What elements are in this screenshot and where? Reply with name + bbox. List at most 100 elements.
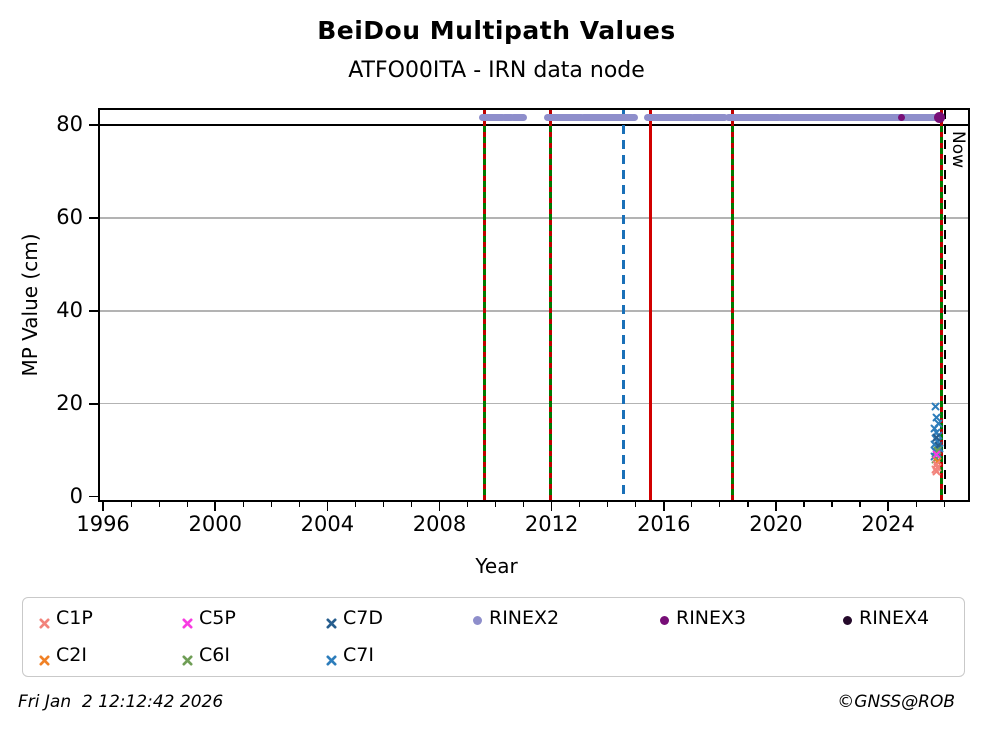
chart-subtitle: ATFO00ITA - IRN data node [348, 58, 645, 83]
x-minor-tick-1998 [158, 502, 160, 507]
plot-canvas: Now [100, 110, 968, 500]
x-tick-label-2020: 2020 [749, 512, 803, 536]
legend-marker-C1P [39, 614, 50, 633]
legend-label-RINEX2: RINEX2 [489, 607, 560, 629]
x-minor-tick-2009 [466, 502, 469, 507]
event-vline-red-solid-3 [648, 110, 652, 500]
x-tick-label-2004: 2004 [300, 512, 355, 536]
scatter-point-C1P [932, 461, 941, 476]
y-tick-20 [89, 403, 98, 405]
y-tick-60 [89, 217, 98, 219]
rinex2-dot-band-6 [689, 114, 729, 122]
rinex2-dot-band-8 [776, 114, 945, 122]
x-marker-icon [932, 413, 941, 422]
x-minor-tick-1997 [130, 502, 132, 507]
x-major-tick-2000 [214, 502, 216, 511]
x-tick-label-2008: 2008 [412, 512, 467, 536]
x-minor-tick-2023 [859, 502, 861, 507]
x-marker-icon [932, 450, 941, 459]
x-tick-label-2024: 2024 [861, 512, 915, 536]
y-tick-label-0: 0 [69, 483, 83, 508]
x-major-tick-2004 [326, 502, 329, 511]
y-tick-label-80: 80 [56, 111, 83, 136]
x-minor-tick-2017 [691, 502, 693, 507]
x-marker-icon [932, 433, 941, 442]
rinex2-dot-band-1 [501, 114, 516, 122]
x-minor-tick-2001 [242, 502, 244, 507]
x-minor-tick-2005 [354, 502, 356, 507]
x-axis-label: Year [475, 554, 518, 578]
y-tick-80 [89, 124, 98, 126]
x-minor-tick-2018 [719, 502, 721, 507]
scatter-point-C5P [932, 444, 941, 459]
rinex2-dot-band-2 [510, 114, 527, 122]
x-tick-label-2012: 2012 [524, 512, 579, 536]
x-minor-tick-2011 [523, 502, 525, 507]
event-vline-green-red-4 [730, 110, 734, 500]
x-marker-icon [931, 402, 940, 411]
gridline-y20 [100, 403, 968, 405]
x-minor-tick-2019 [747, 502, 749, 507]
rinex2-dot-band-3 [543, 114, 585, 122]
x-marker-icon [182, 655, 193, 666]
x-major-tick-1996 [102, 502, 104, 511]
legend-label-RINEX4: RINEX4 [859, 607, 930, 629]
x-marker-icon [934, 419, 942, 428]
legend-marker-circle-RINEX3 [660, 616, 669, 625]
legend-marker-C5P [182, 614, 193, 633]
x-tick-label-2016: 2016 [637, 512, 691, 536]
x-marker-icon [39, 655, 50, 666]
x-minor-tick-2025 [915, 502, 917, 507]
x-minor-tick-2026 [943, 502, 945, 507]
plot-area: Now [98, 108, 970, 502]
y-tick-0 [89, 495, 98, 498]
event-vline-blue-dashed-2 [621, 110, 625, 500]
rinex2-dot-band-4 [579, 114, 638, 122]
credit-text: ©GNSS@ROB [837, 692, 955, 712]
x-marker-icon [326, 618, 337, 629]
rinex3-dot-1 [933, 112, 945, 124]
chart-title: BeiDou Multipath Values [317, 16, 676, 45]
scatter-point-C7I [934, 413, 943, 428]
rinex2-dot-band-0 [479, 114, 507, 122]
legend-marker-circle-RINEX2 [473, 616, 482, 625]
x-major-tick-2016 [663, 502, 665, 511]
legend-marker-circle-RINEX4 [843, 616, 852, 625]
legend-label-C2I: C2I [56, 644, 87, 666]
legend-label-C5P: C5P [199, 607, 236, 629]
reference-line-80 [100, 123, 968, 126]
timestamp-text: Fri Jan 2 12:12:42 2026 [18, 692, 224, 712]
gridline-y40 [100, 310, 968, 312]
x-tick-label-2000: 2000 [188, 512, 242, 536]
event-vline-green-red-5 [940, 110, 944, 500]
event-vline-black-dashed-6 [943, 110, 946, 500]
x-major-tick-2020 [775, 502, 777, 511]
x-minor-tick-1999 [186, 502, 188, 507]
gridline-y60 [100, 217, 968, 219]
x-major-tick-2024 [887, 502, 889, 511]
rinex2-dot-band-7 [724, 114, 782, 122]
x-minor-tick-2014 [607, 502, 609, 507]
x-minor-tick-2003 [298, 502, 300, 507]
legend-marker-C7D [326, 614, 337, 633]
legend-label-RINEX3: RINEX3 [676, 607, 747, 629]
scatter-point-C7I [932, 407, 941, 422]
x-marker-icon [326, 655, 337, 666]
y-tick-label-40: 40 [56, 297, 83, 322]
x-minor-tick-2022 [831, 502, 833, 507]
legend-label-C6I: C6I [199, 644, 230, 666]
legend: C1P C5P C7D RINEX2 RINEX3 RINEX4 C2I C6I C7I [22, 597, 965, 677]
x-marker-icon [182, 618, 193, 629]
y-axis-label: MP Value (cm) [18, 233, 42, 377]
x-major-tick-2008 [438, 502, 441, 511]
x-minor-tick-2006 [382, 502, 385, 507]
y-tick-label-60: 60 [56, 204, 83, 229]
x-minor-tick-2007 [410, 502, 413, 507]
x-minor-tick-2010 [494, 502, 497, 507]
legend-label-C7I: C7I [343, 644, 374, 666]
x-minor-tick-2002 [270, 502, 272, 507]
x-major-tick-2012 [550, 502, 553, 511]
x-minor-tick-2015 [635, 502, 637, 507]
y-tick-40 [89, 310, 98, 312]
